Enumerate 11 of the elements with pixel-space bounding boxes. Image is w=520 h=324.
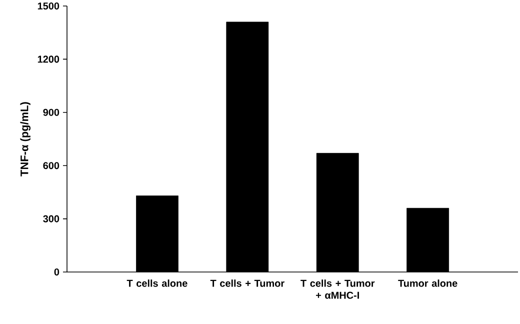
y-tick-label: 900 xyxy=(43,108,60,116)
y-tick-label: 1500 xyxy=(38,2,60,10)
x-tick-label: Tumor alone xyxy=(398,280,458,287)
y-axis-title: TNF-α (pg/mL) xyxy=(20,102,30,176)
y-tick-label: 0 xyxy=(54,268,60,276)
x-tick-label: T cells + Tumor xyxy=(210,280,284,287)
y-tick-label: 600 xyxy=(43,162,60,170)
x-tick-label: T cells + Tumor + αMHC-I xyxy=(300,280,375,299)
x-tick-label: T cells alone xyxy=(126,280,188,287)
y-tick-label: 300 xyxy=(43,215,60,222)
y-tick-label: 1200 xyxy=(38,56,60,63)
